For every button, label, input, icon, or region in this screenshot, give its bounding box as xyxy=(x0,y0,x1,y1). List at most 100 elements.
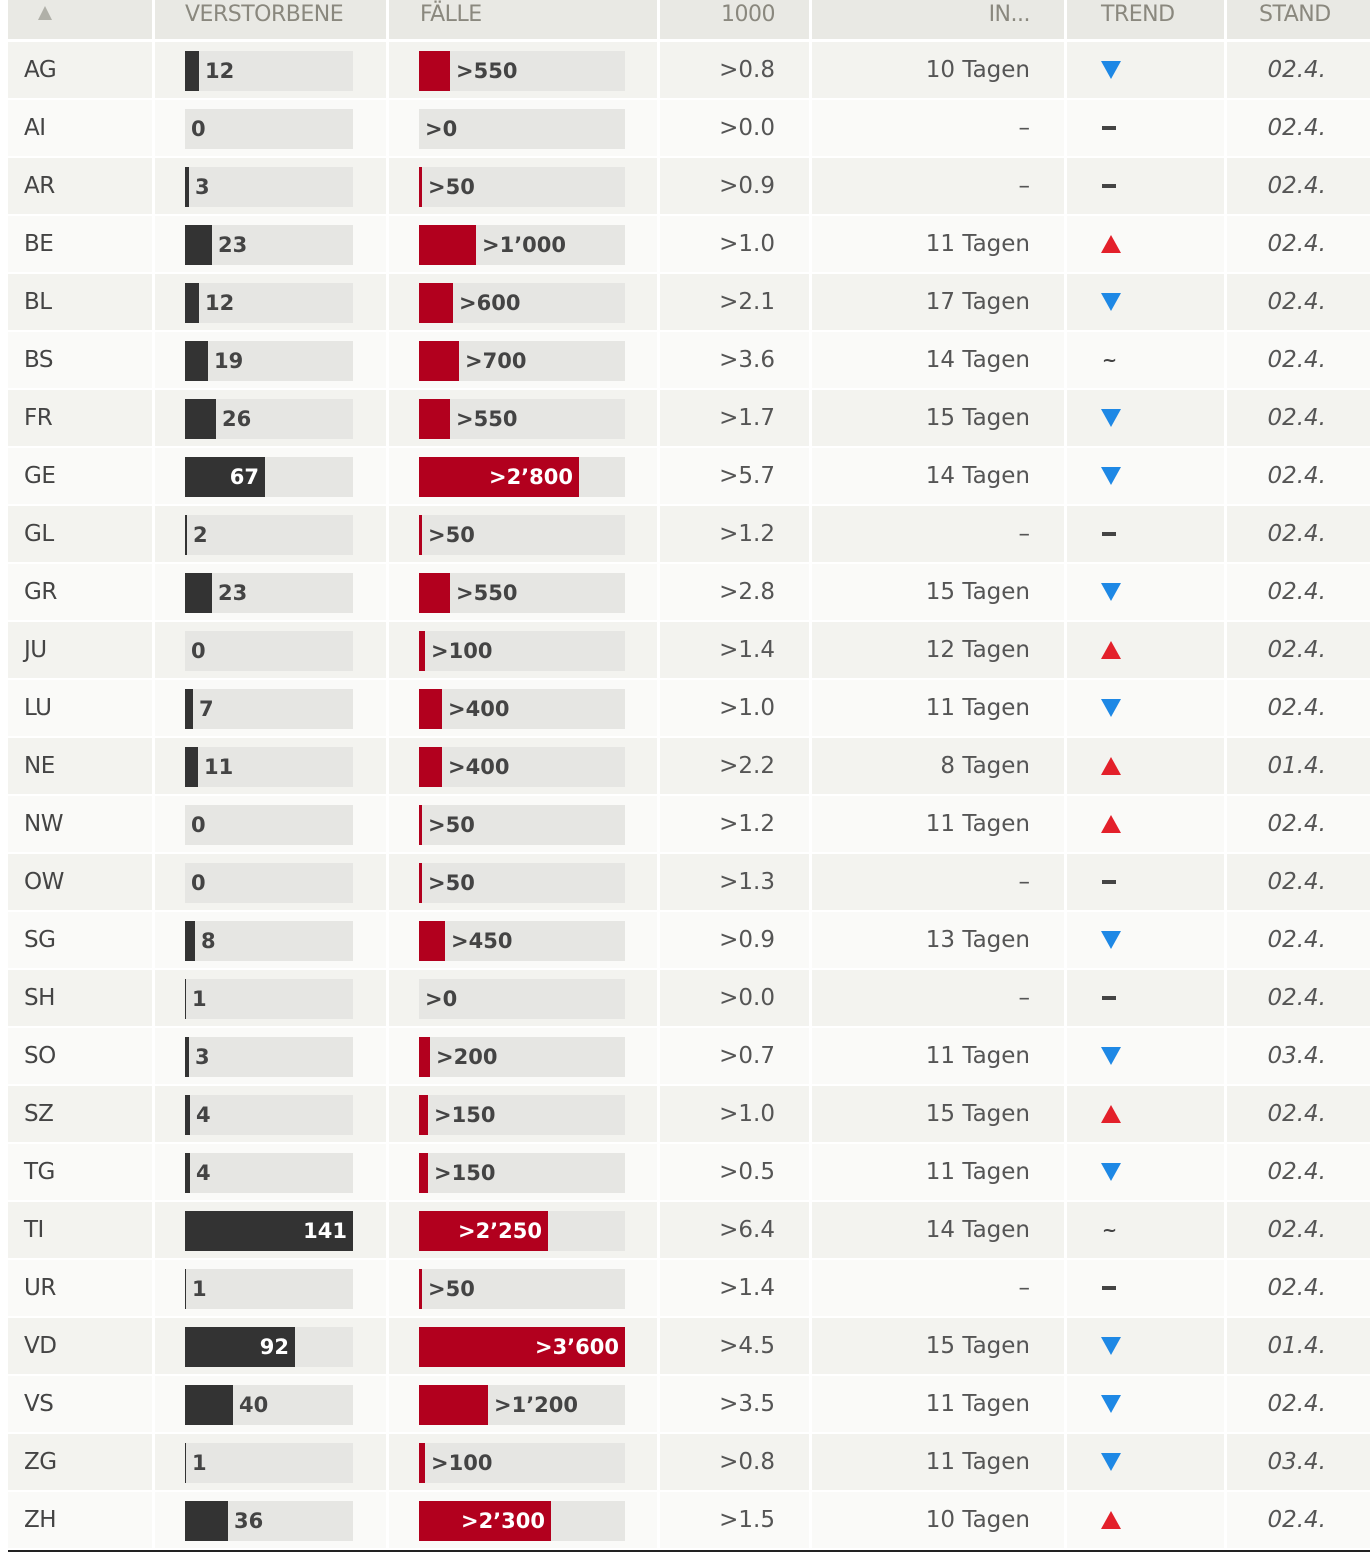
deaths-cell: 8 xyxy=(155,912,389,968)
canton-code: FR xyxy=(24,405,53,431)
deaths-cell: 4 xyxy=(155,1086,389,1142)
canton-cell: BL xyxy=(8,274,155,330)
per1000-cell: >0.9 xyxy=(660,912,812,968)
per1000-value: >0.8 xyxy=(719,57,775,83)
cases-bar-fill xyxy=(419,921,445,961)
cases-bar: >400 xyxy=(419,747,625,787)
cases-value: >150 xyxy=(434,1103,496,1127)
doubling-cell: 14 Tagen xyxy=(812,448,1067,504)
cases-value: >1’200 xyxy=(494,1393,579,1417)
cases-value: >550 xyxy=(456,581,518,605)
deaths-bar-fill xyxy=(185,1269,186,1309)
deaths-cell: 40 xyxy=(155,1376,389,1432)
deaths-value: 12 xyxy=(205,291,235,315)
deaths-value: 2 xyxy=(193,523,208,547)
trend-cell xyxy=(1067,216,1227,272)
cases-cell: >150 xyxy=(389,1144,660,1200)
deaths-bar-fill xyxy=(185,457,265,497)
trend-down-icon xyxy=(1101,583,1121,601)
doubling-cell: 11 Tagen xyxy=(812,1434,1067,1490)
doubling-value: 11 Tagen xyxy=(925,1159,1030,1185)
trend-up-icon xyxy=(1101,235,1121,253)
table-row: OW 0 >50 >1.3 – 02.4. xyxy=(8,854,1370,912)
cases-bar: >50 xyxy=(419,515,625,555)
canton-cell: SH xyxy=(8,970,155,1026)
deaths-bar: 3 xyxy=(185,1037,353,1077)
doubling-value: 11 Tagen xyxy=(925,1449,1030,1475)
table-row: BL 12 >600 >2.1 17 Tagen 02.4. xyxy=(8,274,1370,332)
header-per1000[interactable]: 1000 xyxy=(660,0,812,39)
cases-value: >50 xyxy=(428,813,475,837)
deaths-bar: 0 xyxy=(185,863,353,903)
per1000-cell: >0.9 xyxy=(660,158,812,214)
doubling-value: 15 Tagen xyxy=(925,405,1030,431)
cases-bar-fill xyxy=(419,1385,488,1425)
table-row: GR 23 >550 >2.8 15 Tagen 02.4. xyxy=(8,564,1370,622)
per1000-value: >0.0 xyxy=(719,115,775,141)
per1000-value: >1.7 xyxy=(719,405,775,431)
doubling-cell: – xyxy=(812,506,1067,562)
deaths-bar-fill xyxy=(185,515,187,555)
date-cell: 02.4. xyxy=(1227,1086,1370,1142)
deaths-value: 23 xyxy=(218,581,248,605)
sort-canton-header[interactable] xyxy=(8,0,155,39)
deaths-value: 92 xyxy=(259,1335,289,1359)
cases-value: >3’600 xyxy=(534,1335,619,1359)
canton-cell: GE xyxy=(8,448,155,504)
deaths-bar-fill xyxy=(185,747,198,787)
per1000-cell: >1.2 xyxy=(660,506,812,562)
header-date[interactable]: STAND xyxy=(1227,0,1370,39)
date-value: 02.4. xyxy=(1267,173,1326,199)
cases-cell: >50 xyxy=(389,506,660,562)
date-value: 02.4. xyxy=(1267,1217,1326,1243)
doubling-cell: 11 Tagen xyxy=(812,216,1067,272)
deaths-cell: 1 xyxy=(155,1260,389,1316)
per1000-cell: >2.8 xyxy=(660,564,812,620)
doubling-value: 14 Tagen xyxy=(925,463,1030,489)
deaths-bar-fill xyxy=(185,573,212,613)
canton-code: SG xyxy=(24,927,56,953)
deaths-bar: 141 xyxy=(185,1211,353,1251)
deaths-bar: 0 xyxy=(185,109,353,149)
per1000-cell: >1.4 xyxy=(660,622,812,678)
per1000-cell: >3.5 xyxy=(660,1376,812,1432)
header-deaths[interactable]: VERSTORBENE xyxy=(155,0,389,39)
header-trend[interactable]: TREND xyxy=(1067,0,1227,39)
cases-bar: >50 xyxy=(419,167,625,207)
date-cell: 02.4. xyxy=(1227,332,1370,388)
date-value: 03.4. xyxy=(1267,1449,1326,1475)
deaths-bar-fill xyxy=(185,399,216,439)
date-value: 03.4. xyxy=(1267,1043,1326,1069)
trend-cell xyxy=(1067,738,1227,794)
per1000-value: >1.0 xyxy=(719,1101,775,1127)
date-cell: 02.4. xyxy=(1227,100,1370,156)
deaths-bar-fill xyxy=(185,1095,190,1135)
per1000-cell: >5.7 xyxy=(660,448,812,504)
per1000-cell: >1.0 xyxy=(660,1086,812,1142)
canton-cell: AI xyxy=(8,100,155,156)
per1000-cell: >1.0 xyxy=(660,680,812,736)
doubling-cell: 11 Tagen xyxy=(812,1144,1067,1200)
deaths-cell: 11 xyxy=(155,738,389,794)
doubling-cell: 12 Tagen xyxy=(812,622,1067,678)
date-cell: 01.4. xyxy=(1227,1318,1370,1374)
cases-value: >0 xyxy=(425,117,458,141)
header-doubling-label: IN... xyxy=(988,2,1031,27)
trend-none-icon xyxy=(1102,1286,1116,1290)
cases-bar-fill xyxy=(419,573,450,613)
cases-bar-fill xyxy=(419,167,422,207)
trend-cell xyxy=(1067,1318,1227,1374)
deaths-bar: 11 xyxy=(185,747,353,787)
doubling-value: 15 Tagen xyxy=(925,1333,1030,1359)
header-cases[interactable]: FÄLLE xyxy=(389,0,660,39)
cases-value: >400 xyxy=(448,697,510,721)
date-value: 02.4. xyxy=(1267,289,1326,315)
sort-ascending-icon[interactable] xyxy=(38,6,52,20)
deaths-cell: 1 xyxy=(155,1434,389,1490)
cases-bar-fill xyxy=(419,805,422,845)
doubling-value: – xyxy=(1018,173,1031,199)
header-doubling[interactable]: IN... xyxy=(812,0,1067,39)
deaths-bar-fill xyxy=(185,51,199,91)
cases-value: >100 xyxy=(431,1451,493,1475)
trend-cell xyxy=(1067,274,1227,330)
